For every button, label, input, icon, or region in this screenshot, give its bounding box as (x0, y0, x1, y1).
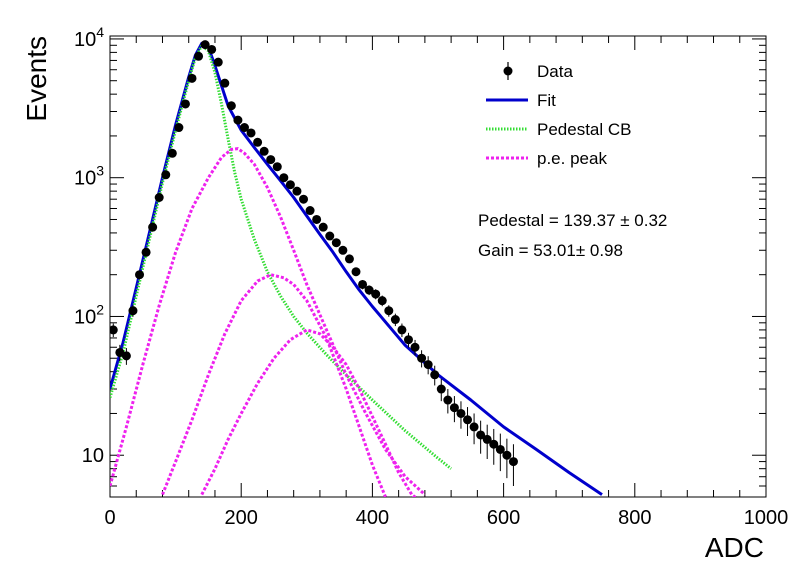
legend-label-fit: Fit (537, 91, 556, 110)
data-point (220, 78, 230, 88)
curve-p-e-peak-2 (161, 273, 387, 497)
data-point (371, 289, 381, 299)
data-point (174, 123, 184, 133)
data-point (110, 325, 118, 335)
data-point (358, 279, 368, 289)
x-tick-label: 0 (104, 507, 115, 529)
data-points (110, 40, 518, 487)
data-point (410, 342, 420, 352)
plot-frame (109, 35, 767, 498)
data-point (495, 444, 505, 454)
x-axis-title: ADC (705, 532, 764, 563)
data-point (344, 254, 354, 264)
data-point (305, 206, 315, 216)
data-point (135, 270, 145, 280)
curve-p-e-peak-3 (200, 328, 418, 497)
data-point (325, 231, 335, 241)
annotation-pedestal: Pedestal = 139.37 ± 0.32 (478, 211, 667, 230)
data-point (390, 315, 400, 325)
curve-p-e-peak-1 (110, 147, 426, 496)
data-point (331, 238, 341, 248)
data-point (312, 214, 322, 224)
data-point (253, 137, 263, 147)
data-point (469, 422, 479, 432)
legend: Data Fit Pedestal CB p.e. peak (486, 62, 632, 168)
x-tick-label: 1000 (744, 507, 789, 529)
legend-data-marker (503, 66, 513, 76)
data-point (180, 99, 190, 109)
data-point (187, 73, 197, 83)
data-point (449, 403, 459, 413)
y-tick-label: 104 (74, 24, 104, 51)
data-point (207, 44, 217, 54)
data-point (482, 434, 492, 444)
data-point (161, 170, 171, 180)
x-tick-label: 600 (487, 507, 520, 529)
data-point (430, 370, 440, 380)
data-point (403, 335, 413, 345)
data-point (423, 360, 433, 370)
data-point (279, 173, 289, 183)
annotation-gain: Gain = 53.01± 0.98 (478, 241, 623, 260)
data-point (299, 194, 309, 204)
data-point (233, 115, 243, 125)
y-axis-title: Events (21, 36, 52, 122)
data-point (489, 439, 499, 449)
data-point (285, 180, 295, 190)
data-point (502, 450, 512, 460)
x-axis-ticks: 0 200 400 600 800 1000 (104, 36, 788, 529)
data-point (456, 408, 466, 418)
data-point (443, 395, 453, 405)
data-point (338, 245, 348, 255)
data-point (377, 296, 387, 306)
x-tick-label: 200 (225, 507, 258, 529)
data-point (397, 325, 407, 335)
data-point (364, 285, 374, 295)
legend-label-data: Data (537, 62, 573, 81)
data-point (213, 57, 223, 67)
curve-pedestal-cb (110, 43, 453, 470)
data-point (318, 222, 328, 232)
data-point (384, 306, 394, 316)
data-point (167, 148, 177, 158)
data-point (476, 430, 486, 440)
data-point (292, 186, 302, 196)
data-point (148, 222, 158, 232)
data-point (351, 267, 361, 277)
y-tick-label: 103 (74, 163, 104, 190)
x-tick-label: 800 (618, 507, 651, 529)
data-point (200, 40, 210, 50)
data-point (226, 101, 236, 111)
legend-label-pedestal: Pedestal CB (537, 120, 632, 139)
data-point (246, 128, 256, 138)
y-tick-label: 102 (74, 301, 104, 328)
data-point (128, 306, 138, 316)
data-point (194, 51, 204, 61)
data-point (508, 457, 518, 467)
data-point (272, 162, 282, 172)
data-point (259, 146, 269, 156)
data-point (266, 155, 276, 165)
x-tick-label: 400 (356, 507, 389, 529)
data-point (239, 123, 249, 133)
data-point (417, 353, 427, 363)
y-tick-label: 10 (82, 445, 104, 467)
data-point (436, 384, 446, 394)
legend-label-pe: p.e. peak (537, 149, 607, 168)
data-point (121, 351, 131, 361)
data-point (141, 247, 151, 257)
y-axis-ticks: 10 102 103 104 (74, 24, 766, 498)
data-point (463, 415, 473, 425)
data-point (154, 192, 164, 202)
